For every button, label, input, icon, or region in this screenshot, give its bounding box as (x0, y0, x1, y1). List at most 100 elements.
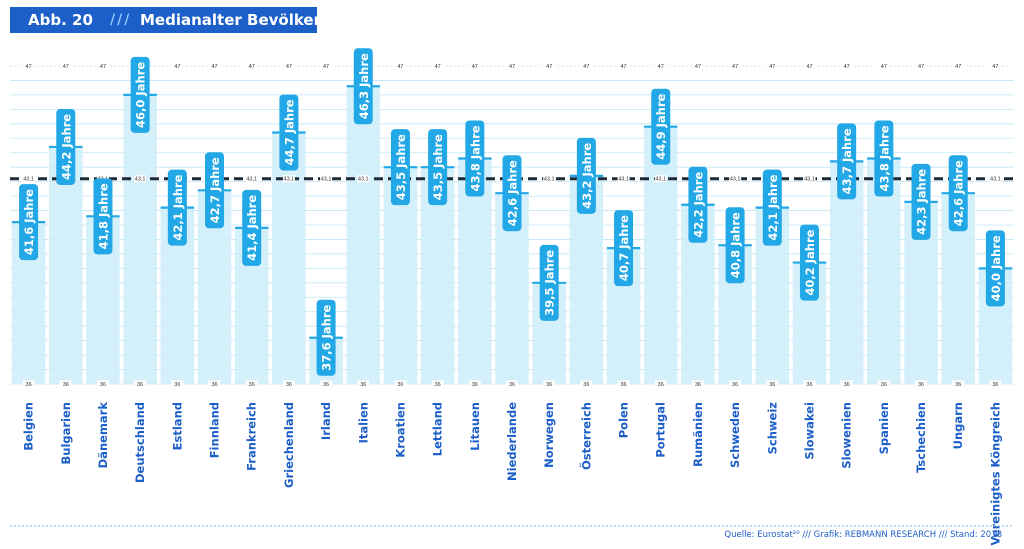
tick-label-bg (766, 380, 779, 388)
tick-label-bg (840, 380, 853, 388)
y-min-tick-label: 36 (249, 382, 255, 388)
y-max-tick-label: 47 (620, 64, 626, 70)
category-label: Griechenland (282, 402, 296, 488)
y-max-tick-label: 47 (806, 64, 812, 70)
category-label: Niederlande (505, 402, 519, 481)
tick-label-bg (468, 380, 481, 388)
y-max-tick-label: 47 (881, 64, 887, 70)
y-min-tick-label: 36 (806, 382, 812, 388)
category-label: Irland (319, 402, 333, 440)
value-label: 46,0 Jahre (134, 62, 148, 128)
value-label: 46,3 Jahre (357, 53, 371, 119)
figure-header: Abb. 20 /// Medianalter Bevölkerung (10, 7, 353, 33)
y-max-tick-label: 47 (732, 64, 738, 70)
value-tag-pill (502, 155, 522, 232)
value-label: 42,3 Jahre (915, 169, 929, 235)
tick-label-bg (357, 175, 370, 183)
value-tag-pill (651, 88, 671, 165)
value-label: 37,6 Jahre (320, 305, 334, 371)
tick-label-bg (654, 62, 667, 70)
category-label: Ungarn (951, 402, 965, 449)
value-tag: 43,5 Jahre (390, 129, 410, 206)
y-min-tick-label: 36 (546, 382, 552, 388)
y-min-tick-label: 36 (769, 382, 775, 388)
figure-number: Abb. 20 (28, 11, 93, 29)
y-min-tick-label: 36 (397, 382, 403, 388)
bar (644, 126, 678, 384)
tick-label-bg (320, 62, 333, 70)
y-min-tick-label: 36 (844, 382, 850, 388)
reference-tick-label: 43,1 (23, 177, 34, 183)
header-separator: /// (110, 12, 132, 28)
tick-label-bg (989, 62, 1002, 70)
reference-tick-label: 43,1 (284, 177, 295, 183)
value-label: 40,0 Jahre (989, 235, 1003, 301)
tick-label-bg (282, 380, 295, 388)
y-min-tick-label: 36 (955, 382, 961, 388)
category-label: Österreich (578, 402, 593, 470)
category-label: Vereinigtes Köngreich (988, 402, 1002, 545)
y-max-tick-label: 47 (26, 64, 32, 70)
value-tag: 42,1 Jahre (762, 169, 782, 246)
y-min-tick-label: 36 (100, 382, 106, 388)
tick-label-bg (766, 62, 779, 70)
tick-label-bg (877, 62, 890, 70)
value-tag-pill (19, 184, 39, 261)
tick-label-bg (282, 62, 295, 70)
value-tag-pill (762, 169, 782, 246)
y-max-tick-label: 47 (918, 64, 924, 70)
y-max-tick-label: 47 (844, 64, 850, 70)
tick-label-bg (691, 380, 704, 388)
y-min-tick-label: 36 (211, 382, 217, 388)
value-label: 42,6 Jahre (506, 160, 520, 226)
y-max-tick-label: 47 (658, 64, 664, 70)
category-label: Estland (170, 402, 184, 450)
y-min-tick-label: 36 (509, 382, 515, 388)
value-label: 40,8 Jahre (729, 212, 743, 278)
category-label: Schweden (728, 402, 742, 468)
value-tag: 43,8 Jahre (874, 120, 894, 197)
value-label: 42,2 Jahre (691, 172, 705, 238)
reference-tick-label: 43,1 (618, 177, 629, 183)
tick-label-bg (22, 175, 35, 183)
y-max-tick-label: 47 (695, 64, 701, 70)
y-min-tick-label: 36 (992, 382, 998, 388)
y-min-tick-label: 36 (881, 382, 887, 388)
value-tag-pill (390, 129, 410, 206)
value-tag: 46,3 Jahre (353, 48, 373, 125)
tick-label-bg (952, 380, 965, 388)
y-min-tick-label: 36 (26, 382, 32, 388)
value-label: 39,5 Jahre (543, 250, 557, 316)
value-label: 42,6 Jahre (952, 160, 966, 226)
value-label: 43,8 Jahre (877, 125, 891, 191)
value-label: 43,5 Jahre (431, 134, 445, 200)
value-tag: 43,7 Jahre (837, 123, 857, 200)
tick-label-bg (171, 62, 184, 70)
tick-label-bg (506, 62, 518, 70)
value-tag-pill (167, 169, 187, 246)
category-label: Lettland (431, 402, 445, 456)
reference-tick-label: 43,1 (544, 177, 555, 183)
value-tag-pill (576, 137, 596, 214)
value-tag: 42,1 Jahre (167, 169, 187, 246)
value-tag: 39,5 Jahre (539, 244, 559, 321)
value-label: 41,8 Jahre (96, 183, 110, 249)
category-label: Bulgarien (59, 402, 73, 465)
tick-label-bg (803, 175, 816, 183)
chart-title: Medianalter Bevölkerung (140, 11, 354, 29)
tick-label-bg (22, 380, 35, 388)
tick-label-bg (617, 175, 630, 183)
y-min-tick-label: 36 (918, 382, 924, 388)
y-min-tick-label: 36 (137, 382, 143, 388)
value-label: 41,4 Jahre (245, 195, 259, 261)
value-tag: 44,9 Jahre (651, 88, 671, 165)
category-label: Italien (356, 402, 370, 443)
tick-label-bg (59, 62, 72, 70)
bars (11, 85, 1013, 385)
category-label: Litauen (468, 402, 482, 451)
tick-label-bg (952, 62, 965, 70)
y-max-tick-label: 47 (435, 64, 441, 70)
category-label: Polen (617, 402, 631, 438)
y-max-tick-label: 47 (211, 64, 217, 70)
